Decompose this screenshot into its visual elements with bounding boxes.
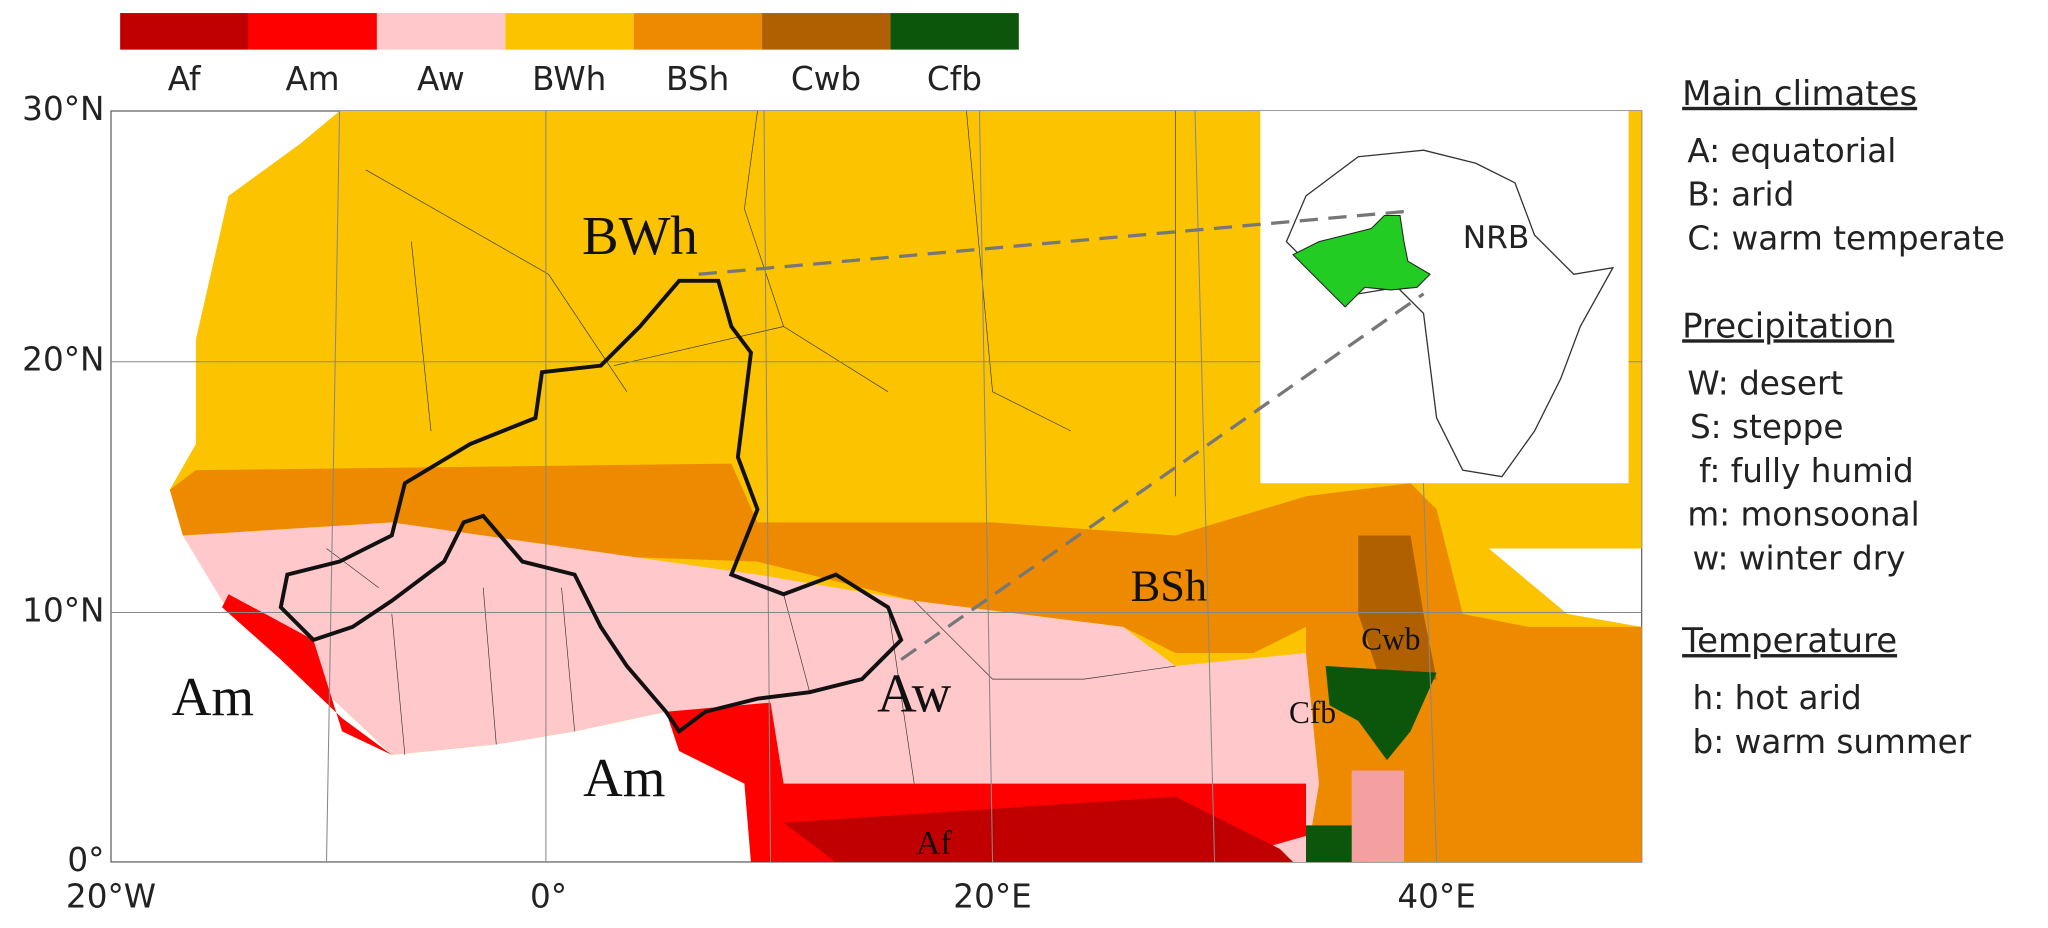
key-item: w: winter dry xyxy=(1693,539,1906,577)
lat-label: 0° xyxy=(67,841,104,879)
legend-label: BSh xyxy=(666,60,729,98)
lon-label: 0° xyxy=(530,878,567,916)
zone-bsh xyxy=(169,463,1642,862)
key-title: Temperature xyxy=(1681,621,1897,661)
key-item: b: warm summer xyxy=(1693,723,1972,761)
zone-cwb xyxy=(1358,535,1437,693)
key-title: Main climates xyxy=(1682,74,1917,114)
country-borders xyxy=(326,110,1176,784)
lon-label: 20°E xyxy=(953,878,1031,916)
lat-label: 20°N xyxy=(22,341,104,379)
legend-swatch xyxy=(376,13,506,50)
zoom-line xyxy=(900,292,1425,661)
zoom-line xyxy=(698,209,1405,276)
key-item: B: arid xyxy=(1687,176,1794,214)
legend-label: BWh xyxy=(532,60,606,98)
basin-outline xyxy=(278,278,904,735)
key-item: S: steppe xyxy=(1690,408,1844,446)
legend-label: Af xyxy=(168,60,202,98)
lat-label: 30°N xyxy=(22,90,104,128)
lon-label: 40°E xyxy=(1397,878,1475,916)
zone-label: Cwb xyxy=(1361,622,1420,657)
legend-label: Am xyxy=(285,60,339,98)
key-item: C: warm temperate xyxy=(1687,219,2005,257)
inset-label: NRB xyxy=(1463,220,1530,256)
zone-label: BWh xyxy=(582,205,698,266)
lat-label: 10°N xyxy=(22,592,104,630)
legend-swatch xyxy=(120,13,249,50)
zone-am xyxy=(222,594,392,755)
zone-label: Aw xyxy=(877,662,952,723)
zone-patch xyxy=(1351,770,1404,862)
key-item: f: fully humid xyxy=(1699,452,1914,490)
legend-swatch xyxy=(248,13,377,50)
zone-af xyxy=(783,796,1293,862)
key-item: A: equatorial xyxy=(1687,132,1896,170)
legend-swatch xyxy=(890,13,1019,50)
zone-cfb xyxy=(1325,666,1437,761)
zone-label: BSh xyxy=(1131,560,1208,610)
key-item: W: desert xyxy=(1687,364,1843,402)
inset-basin xyxy=(1292,214,1431,308)
zone-label: Am xyxy=(583,747,665,808)
zone-cfb xyxy=(1306,825,1365,862)
zone-label: Am xyxy=(172,666,254,727)
legend-swatch xyxy=(505,13,634,50)
zone-aw xyxy=(182,522,1320,862)
legend-label: Cfb xyxy=(927,60,982,98)
key-item: h: hot arid xyxy=(1693,679,1862,717)
key-title: Precipitation xyxy=(1682,306,1894,346)
legend-swatch xyxy=(762,13,891,50)
zone-label: Af xyxy=(916,825,953,862)
legend-label: Cwb xyxy=(791,60,861,98)
key-item: m: monsoonal xyxy=(1687,496,1919,534)
zone-label: Cfb xyxy=(1289,695,1336,730)
lon-label: 20°W xyxy=(66,878,156,916)
legend-swatch xyxy=(633,13,763,50)
legend-label: Aw xyxy=(417,60,465,98)
